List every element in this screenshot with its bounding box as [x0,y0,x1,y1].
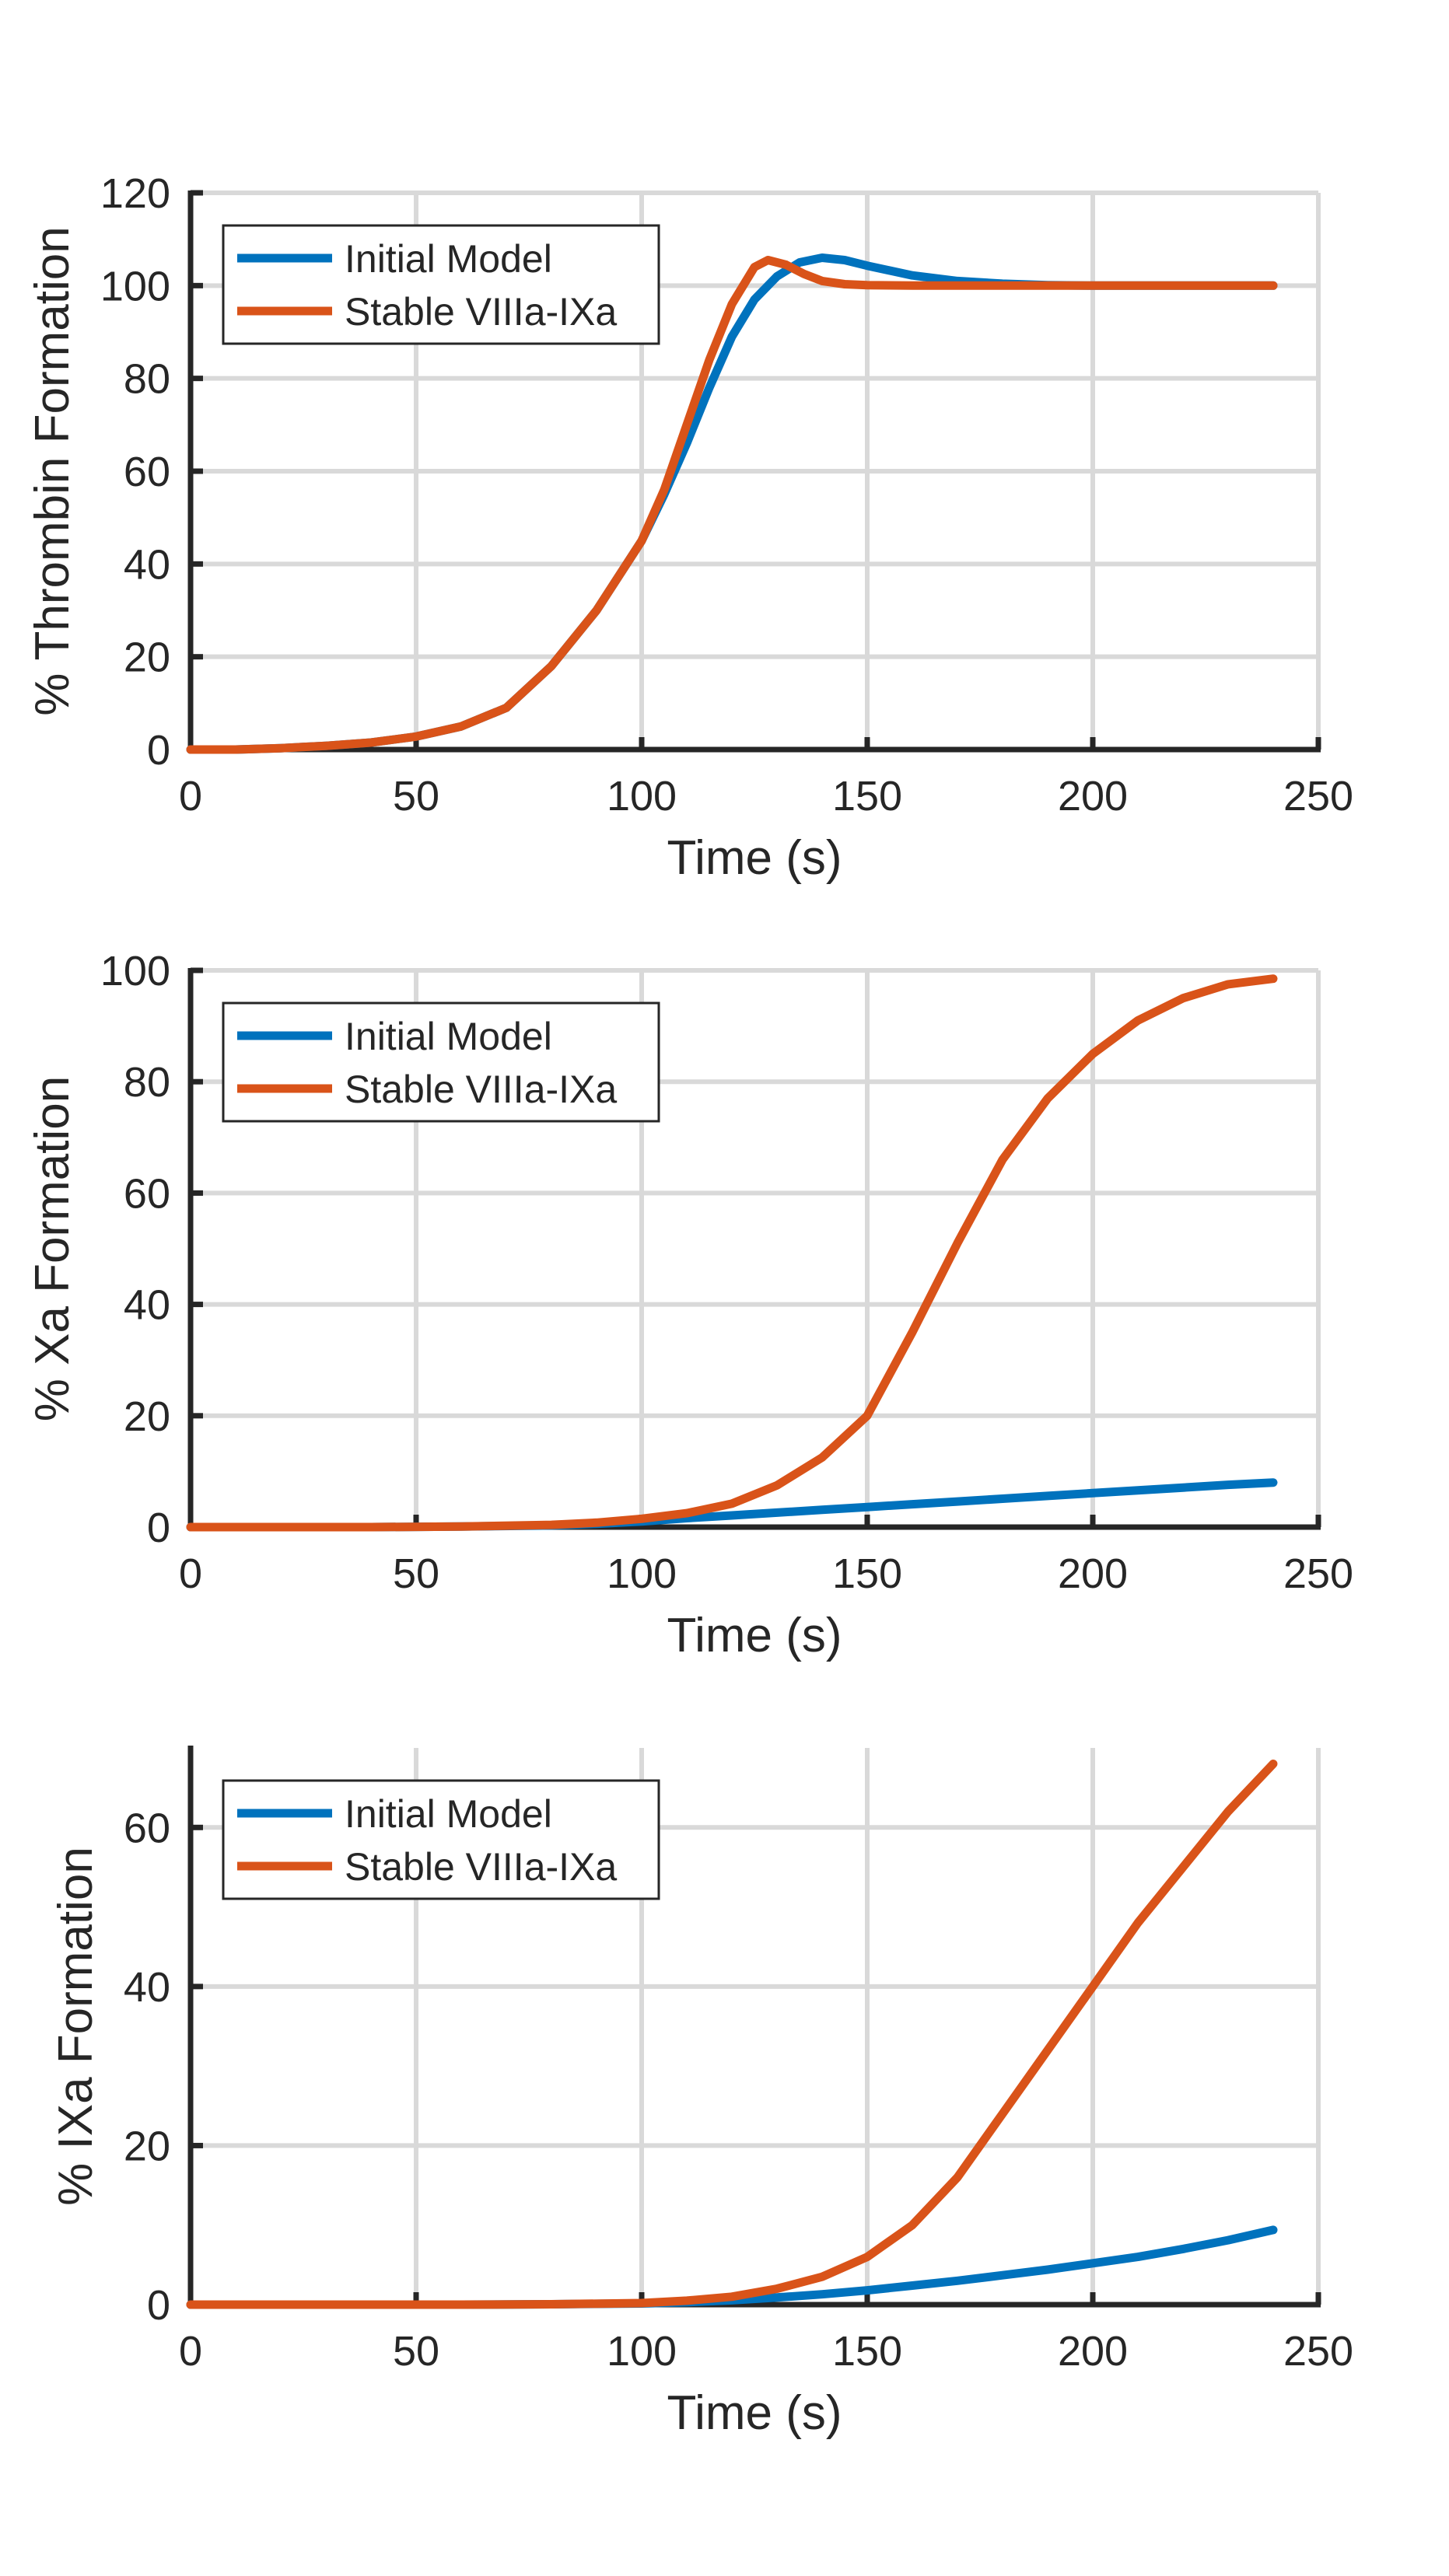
x-axis-label: Time (s) [667,2386,842,2440]
x-tick-label: 200 [1058,2328,1128,2375]
x-tick-label: 0 [179,2328,202,2375]
y-tick-label: 20 [124,634,170,681]
y-tick-label: 100 [100,263,170,309]
x-tick-label: 250 [1283,2328,1353,2375]
y-tick-label: 80 [124,1059,170,1106]
x-axis-label: Time (s) [667,1609,842,1662]
legend-box [222,1779,660,1900]
x-tick-label: 100 [607,2328,677,2375]
legend-label: Stable VIIIa-IXa [345,290,617,334]
x-tick-label: 150 [832,773,902,820]
y-tick-label: 60 [124,1805,170,1851]
y-tick-label: 40 [124,1282,170,1329]
y-tick-label: 60 [124,1170,170,1217]
x-tick-label: 150 [832,1550,902,1597]
x-tick-label: 50 [393,1550,439,1597]
y-tick-label: 80 [124,356,170,403]
x-tick-label: 0 [179,1550,202,1597]
legend-label: Initial Model [345,1792,552,1836]
chart-1: 0 50 100 150 200 250 0 20 40 60 80 100 120 Time (s) % … [26,170,1353,885]
series-line-stable-viiia-ixa [186,974,1278,1532]
y-axis-label: % Thrombin Formation [26,226,79,715]
legend-label: Stable VIIIa-IXa [345,1845,617,1889]
series-line-stable-viiia-ixa [186,1760,1278,2309]
y-tick-label: 100 [100,948,170,994]
y-tick-label: 20 [124,1393,170,1440]
y-axis-label: % IXa Formation [49,1847,103,2206]
y-tick-label: 40 [124,1964,170,2011]
x-tick-label: 200 [1058,773,1128,820]
chart-3: 0 50 100 150 200 250 0 20 40 60 Time (s) % IXa Form… [49,1746,1353,2440]
y-tick-label: 120 [100,170,170,217]
x-tick-label: 250 [1283,773,1353,820]
y-tick-label: 0 [147,1505,170,1551]
x-tick-label: 200 [1058,1550,1128,1597]
y-tick-label: 60 [124,449,170,495]
y-tick-label: 0 [147,727,170,774]
chart-2: 0 50 100 150 200 250 0 20 40 60 80 100 Time (s) % Xa … [26,948,1353,1662]
x-tick-label: 250 [1283,1550,1353,1597]
series-line-stable-viiia-ixa [186,256,1278,754]
x-axis-label: Time (s) [667,831,842,885]
legend-label: Initial Model [345,237,552,281]
y-tick-label: 20 [124,2123,170,2169]
legend-box [222,1001,660,1123]
y-tick-label: 0 [147,2282,170,2329]
legend-label: Initial Model [345,1015,552,1058]
x-tick-label: 50 [393,2328,439,2375]
x-tick-label: 50 [393,773,439,820]
x-tick-label: 100 [607,1550,677,1597]
x-tick-label: 100 [607,773,677,820]
y-axis-label: % Xa Formation [26,1076,79,1422]
x-tick-label: 150 [832,2328,902,2375]
legend-label: Stable VIIIa-IXa [345,1068,617,1111]
y-tick-label: 40 [124,541,170,588]
legend-box [222,224,660,345]
x-tick-label: 0 [179,773,202,820]
